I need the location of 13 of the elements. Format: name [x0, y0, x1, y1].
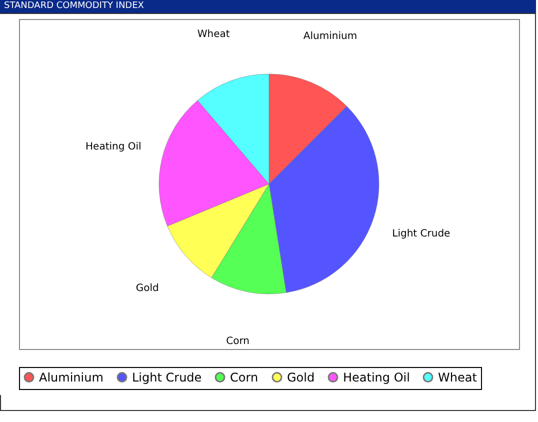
slice-label: Light Crude [392, 228, 450, 240]
legend-label: Corn [230, 370, 258, 384]
slice-label: Heating Oil [86, 142, 142, 153]
category-label: Aluminium [303, 31, 358, 42]
legend-label: Aluminium [39, 370, 104, 384]
legend-label: Gold [287, 370, 315, 384]
legend-label: Light Crude [132, 370, 202, 384]
category-label: Wheat [197, 28, 230, 40]
category-label: Corn [226, 336, 250, 347]
category-label: Gold [136, 282, 159, 294]
legend-label: Heating Oil [343, 370, 410, 384]
legend-label: Wheat [438, 370, 478, 384]
chart-title: STANDARD COMMODITY INDEX [0, 0, 536, 13]
